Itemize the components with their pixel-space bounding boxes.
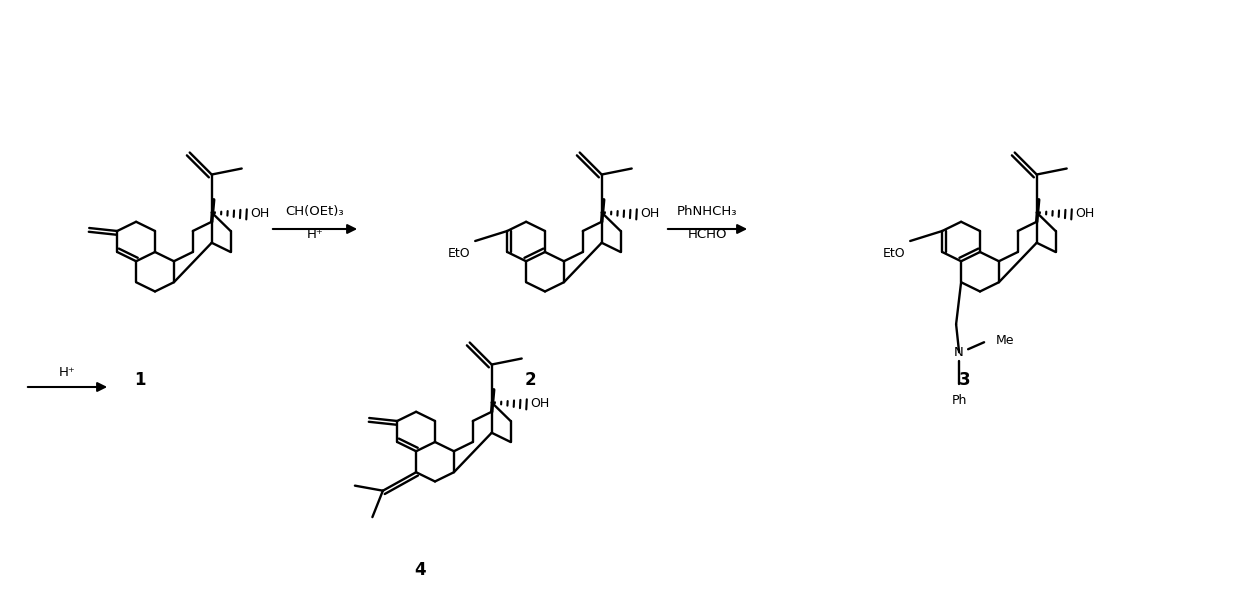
Text: HCHO: HCHO: [688, 228, 727, 240]
Text: 1: 1: [134, 371, 146, 389]
Text: OH: OH: [531, 397, 551, 410]
Text: Ph: Ph: [951, 394, 967, 407]
Text: CH(OEt)₃: CH(OEt)₃: [285, 205, 345, 217]
Text: H⁺: H⁺: [60, 365, 76, 379]
Text: H⁺: H⁺: [306, 228, 324, 240]
Text: EtO: EtO: [883, 247, 905, 260]
Text: OH: OH: [641, 207, 660, 220]
Text: N: N: [955, 346, 963, 359]
Text: 2: 2: [525, 371, 536, 389]
Text: OH: OH: [250, 207, 270, 220]
Text: Me: Me: [996, 334, 1014, 347]
Text: 3: 3: [960, 371, 971, 389]
Text: EtO: EtO: [448, 247, 470, 260]
Text: OH: OH: [1076, 207, 1095, 220]
Text: 4: 4: [414, 561, 425, 579]
Text: PhNHCH₃: PhNHCH₃: [677, 205, 738, 217]
